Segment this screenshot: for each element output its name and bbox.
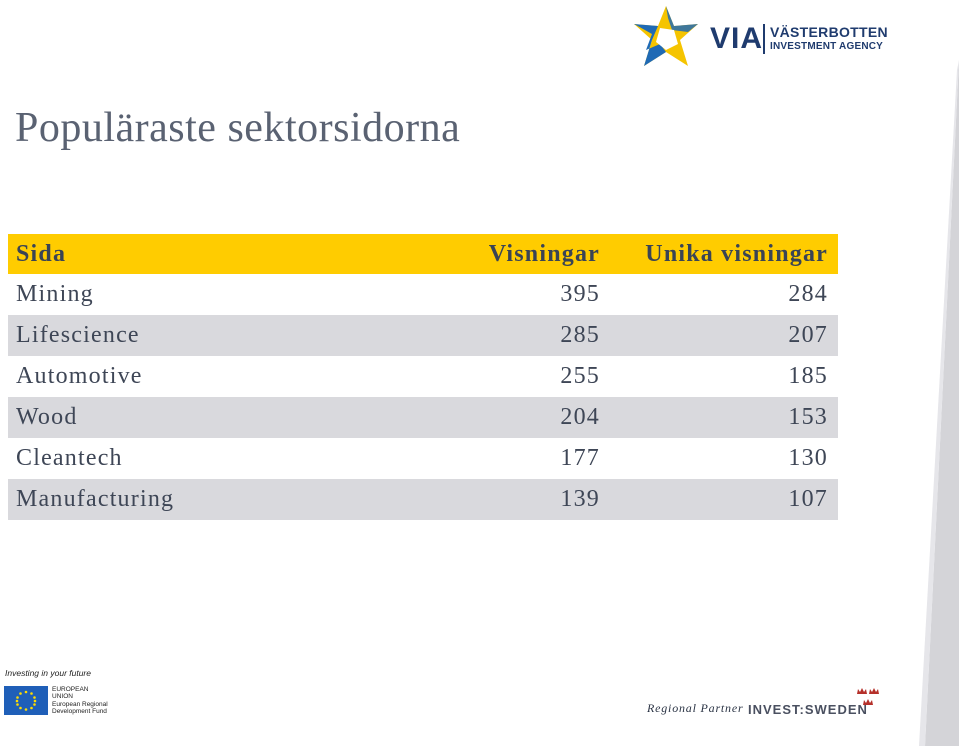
table-row: Manufacturing 139 107 (8, 479, 838, 520)
slide-edge-decoration (919, 60, 959, 746)
cell-visningar: 177 (560, 445, 600, 471)
cell-unika-visningar: 284 (788, 281, 828, 307)
logo-via-text: VIA (710, 22, 764, 55)
table-row: Automotive 255 185 (8, 356, 838, 397)
cell-visningar: 139 (436, 479, 600, 520)
table-row: Mining 395 284 (8, 274, 838, 315)
eu-text-line: European Regional (52, 700, 108, 708)
sector-pages-table: Sida Visningar Unika visningar Mining 39… (8, 234, 838, 520)
table-row: Lifescience 285 207 (8, 315, 838, 356)
cell-visningar: 285 (436, 315, 600, 356)
logo-name-line2: INVESTMENT AGENCY (770, 41, 884, 52)
cell-sida: Mining (16, 281, 94, 307)
cell-unika-visningar: 207 (600, 315, 838, 356)
eu-fund-text: EUROPEAN UNION European Regional Develop… (52, 686, 108, 716)
three-crowns-icon (857, 688, 879, 705)
header-sida: Sida (8, 234, 436, 274)
cell-visningar: 204 (436, 397, 600, 438)
cell-visningar: 255 (560, 363, 600, 389)
eu-text-line: UNION (52, 693, 73, 701)
logo-name-line1: VÄSTERBOTTEN (770, 24, 888, 40)
eu-text-line: Development Fund (52, 708, 107, 716)
cell-sida: Cleantech (16, 445, 123, 471)
table-row: Cleantech 177 130 (8, 438, 838, 479)
cell-sida: Lifescience (8, 315, 436, 356)
table-row: Wood 204 153 (8, 397, 838, 438)
eu-tagline: Investing in your future (5, 668, 91, 678)
header-visningar: Visningar (436, 234, 600, 274)
regional-partner-label: Regional Partner (647, 701, 744, 715)
cell-sida: Manufacturing (8, 479, 436, 520)
star-logo-icon (634, 6, 698, 66)
cell-sida: Automotive (16, 363, 143, 389)
cell-unika-visningar: 130 (788, 445, 828, 471)
cell-unika-visningar: 153 (600, 397, 838, 438)
header-unika-visningar: Unika visningar (600, 234, 838, 274)
cell-unika-visningar: 185 (788, 363, 828, 389)
via-logo: VIA VÄSTERBOTTEN INVESTMENT AGENCY (630, 4, 890, 70)
cell-unika-visningar: 107 (600, 479, 838, 520)
page-title: Populäraste sektorsidorna (15, 105, 461, 151)
logo-divider (763, 24, 765, 54)
table-header-row: Sida Visningar Unika visningar (8, 234, 838, 274)
invest-sweden-logo: INVEST:SWEDEN (748, 702, 868, 717)
eu-flag-icon (4, 686, 48, 715)
cell-sida: Wood (8, 397, 436, 438)
cell-visningar: 395 (560, 281, 600, 307)
eu-text-line: EUROPEAN (52, 686, 89, 693)
